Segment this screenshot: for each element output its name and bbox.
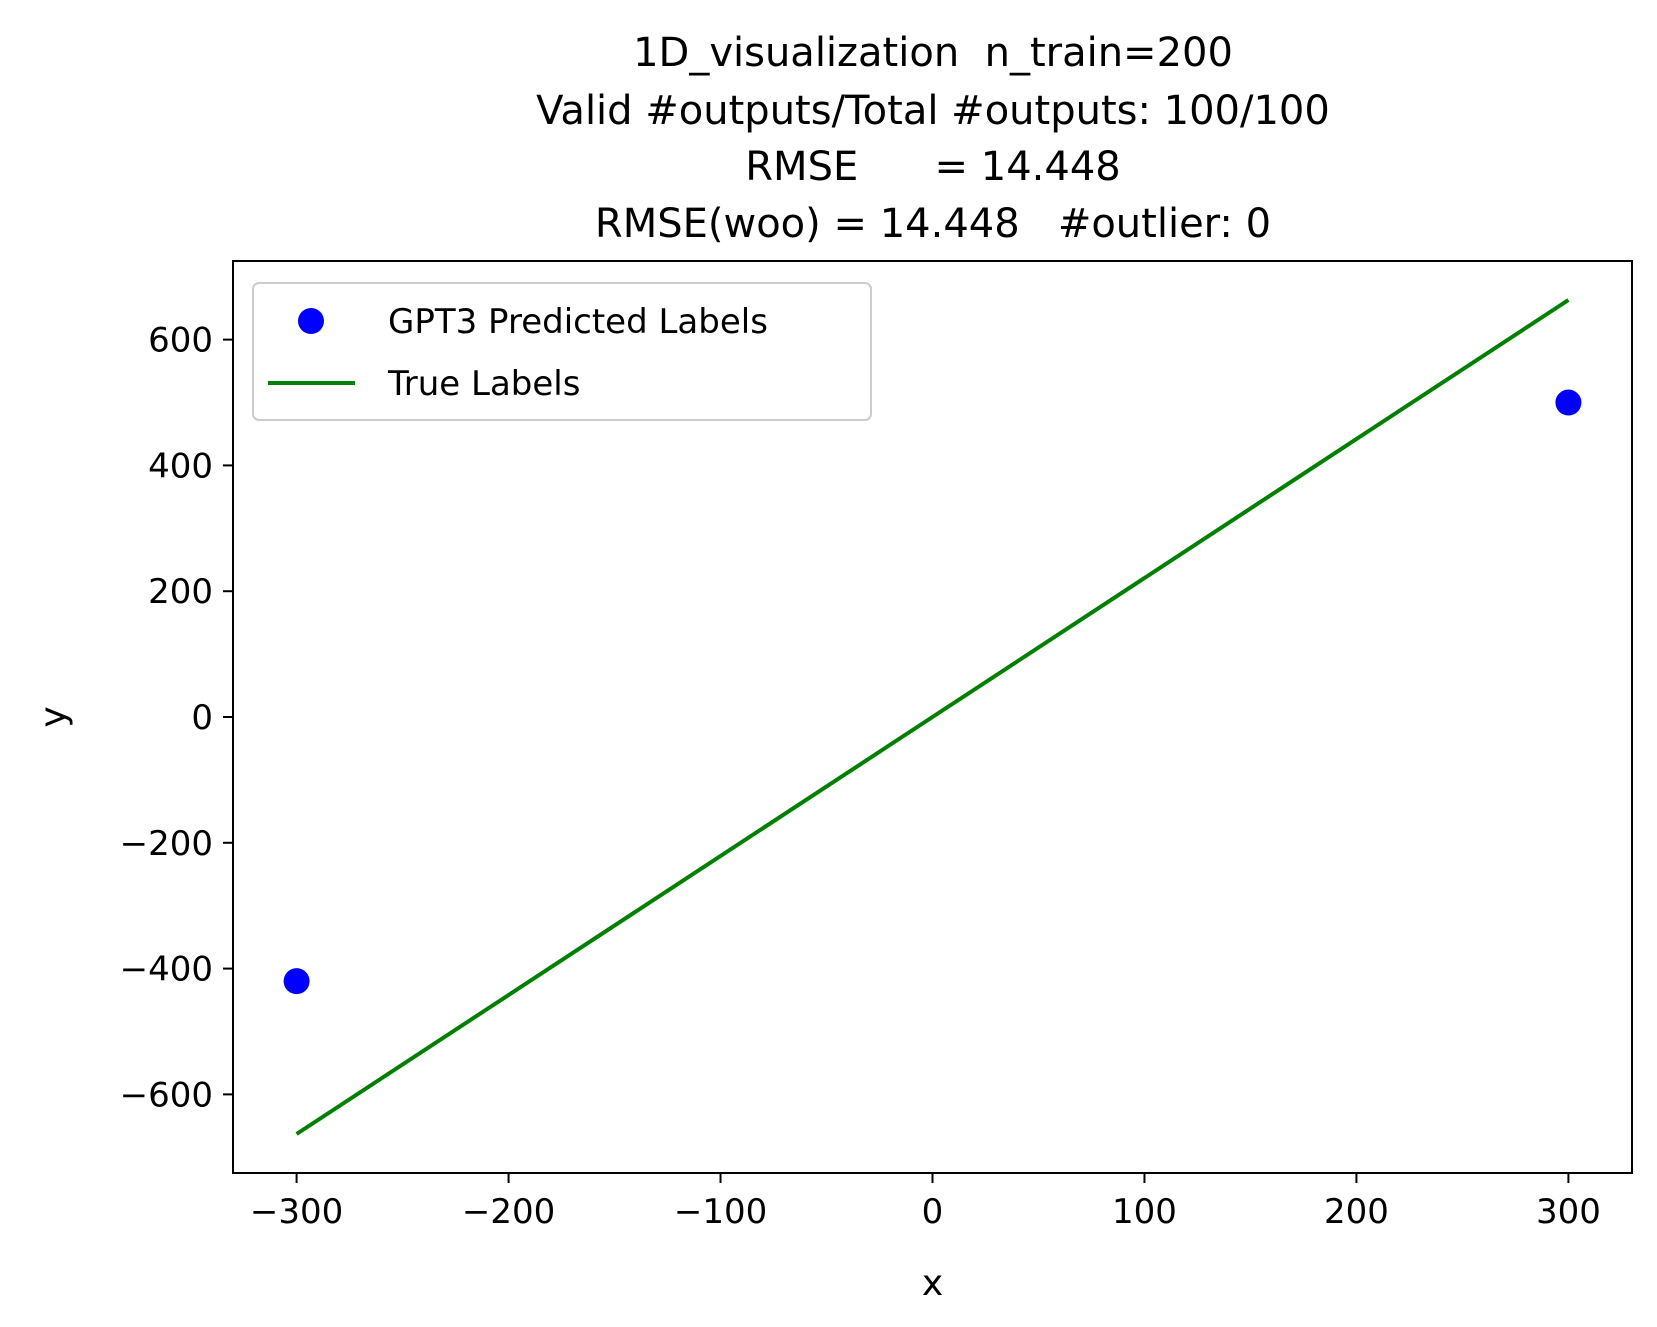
x-tick-label: −100 [674,1192,767,1232]
y-tick-label: −400 [120,950,213,990]
y-tick-label: 200 [148,572,213,612]
x-tick-label: 100 [1112,1192,1177,1232]
legend: GPT3 Predicted Labels True Labels [252,282,872,421]
x-tick-label: 0 [922,1192,944,1232]
y-tick-label: 600 [148,321,213,361]
x-axis-label: x [922,1263,943,1304]
title-line: RMSE(woo) = 14.448 #outlier: 0 [595,201,1271,247]
y-tick-label: 0 [191,698,213,738]
x-axis-ticks: −300 −200 −100 0 100 200 300 [250,1173,1601,1232]
y-axis-label: y [33,706,74,727]
y-axis-ticks: −600 −400 −200 0 200 400 600 [120,321,233,1115]
series-line-true-labels [295,298,1570,1136]
legend-box [252,282,872,421]
title-line: RMSE = 14.448 [745,144,1120,190]
legend-marker-swatch [298,308,324,334]
chart-title: 1D_visualization n_train=200 Valid #outpu… [536,30,1330,247]
x-tick-label: 200 [1324,1192,1389,1232]
data-point [283,968,310,995]
x-tick-label: 300 [1536,1192,1601,1232]
y-tick-label: −200 [120,824,213,864]
y-tick-label: −600 [120,1075,213,1115]
x-tick-label: −300 [250,1192,343,1232]
title-line: 1D_visualization n_train=200 [633,30,1233,76]
legend-entry-label: GPT3 Predicted Labels [388,302,768,342]
data-point [1555,389,1582,416]
title-line: Valid #outputs/Total #outputs: 100/100 [536,88,1330,134]
legend-entry-label: True Labels [387,364,580,404]
x-tick-label: −200 [462,1192,555,1232]
y-tick-label: 400 [148,446,213,486]
